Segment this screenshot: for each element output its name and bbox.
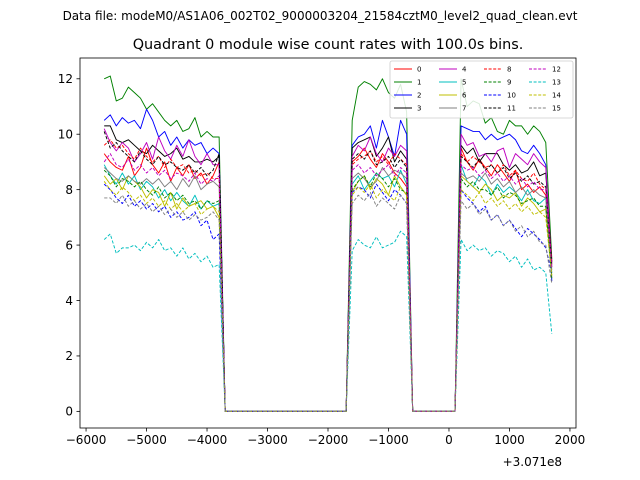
series-line-module-15: [104, 191, 553, 412]
legend-label-10: 10: [507, 92, 516, 100]
y-tick-label: 12: [58, 72, 73, 86]
x-tick-label: −5000: [126, 433, 167, 447]
x-offset-label: +3.071e8: [503, 455, 562, 469]
plot-area: [79, 57, 577, 429]
legend-label-11: 11: [507, 105, 516, 113]
x-tick-label: 2000: [555, 433, 586, 447]
x-tick-label: −3000: [247, 433, 288, 447]
legend-frame: [389, 60, 574, 119]
suptitle: Data file: modeM0/AS1A06_002T02_90000032…: [63, 9, 578, 23]
y-tick-label: 6: [65, 238, 73, 252]
legend-label-6: 6: [462, 92, 467, 100]
legend-label-3: 3: [417, 105, 421, 113]
y-tick-label: 10: [58, 128, 73, 142]
legend-label-0: 0: [417, 66, 421, 74]
legend-label-4: 4: [462, 66, 467, 74]
legend-label-15: 15: [552, 105, 561, 113]
legend-label-9: 9: [507, 79, 511, 87]
x-tick-label: 1000: [494, 433, 525, 447]
x-tick-label: −2000: [308, 433, 349, 447]
legend-label-2: 2: [417, 92, 421, 100]
legend-label-1: 1: [417, 79, 421, 87]
chart-title: Quadrant 0 module wise count rates with …: [133, 37, 524, 53]
x-tick-label: −4000: [187, 433, 228, 447]
y-tick-label: 4: [65, 294, 73, 308]
y-axis: 0 2 4 6 8 10 12: [58, 72, 80, 419]
y-tick-label: 2: [65, 349, 73, 363]
y-tick-label: 8: [65, 183, 73, 197]
y-tick-label: 0: [65, 405, 73, 419]
x-tick-label: −1000: [368, 433, 409, 447]
legend-label-14: 14: [552, 92, 561, 100]
series-line-module-13: [103, 230, 553, 412]
legend-label-5: 5: [462, 79, 466, 87]
legend-label-8: 8: [507, 66, 511, 74]
series-layer: [103, 75, 553, 412]
legend-label-12: 12: [552, 66, 561, 74]
x-tick-label: −6000: [66, 433, 107, 447]
series-line-module-11: [103, 131, 553, 412]
legend-label-7: 7: [462, 105, 466, 113]
legend-label-13: 13: [552, 79, 561, 87]
x-axis: −6000 −5000 −4000 −3000 −2000 −1000 0 1000 2000: [66, 428, 585, 447]
x-tick-label: 0: [445, 433, 453, 447]
